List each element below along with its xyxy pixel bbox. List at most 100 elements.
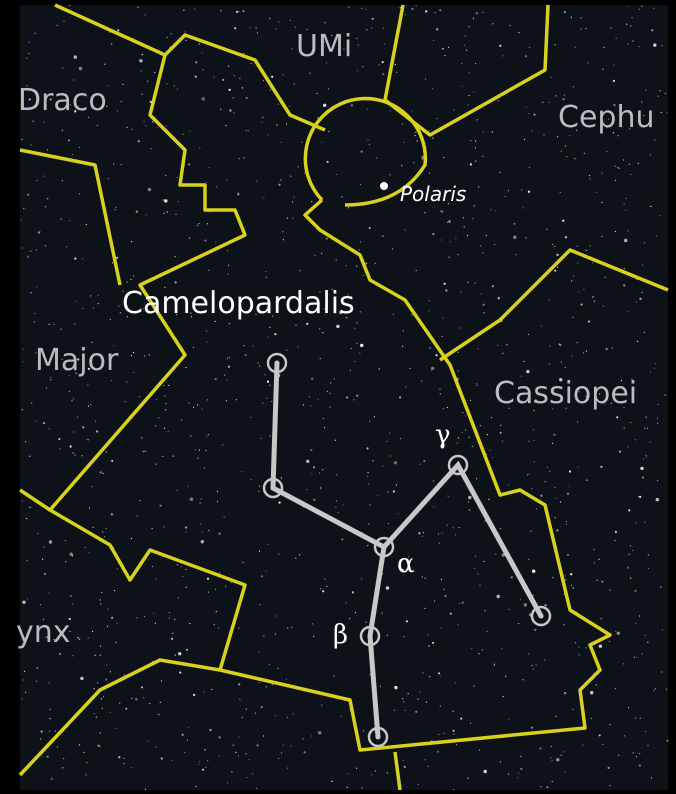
- background-star: [422, 576, 423, 577]
- background-star: [630, 422, 631, 423]
- background-star: [250, 27, 251, 28]
- background-star: [423, 532, 424, 533]
- background-star: [230, 582, 231, 583]
- background-star: [516, 254, 517, 255]
- background-star: [658, 404, 659, 405]
- background-star: [408, 693, 409, 694]
- background-star: [616, 416, 618, 418]
- background-star: [617, 632, 620, 635]
- background-star: [542, 102, 543, 103]
- background-star: [229, 357, 230, 358]
- background-star: [246, 130, 247, 131]
- background-star: [574, 158, 575, 159]
- background-star: [178, 597, 179, 598]
- background-star: [332, 781, 333, 782]
- background-star: [526, 370, 529, 373]
- background-star: [655, 363, 656, 364]
- background-star: [456, 744, 457, 745]
- background-star: [630, 578, 631, 579]
- background-star: [479, 750, 480, 751]
- background-star: [184, 752, 185, 753]
- background-star: [271, 76, 273, 78]
- background-star: [475, 283, 476, 284]
- background-star: [177, 564, 178, 565]
- background-star: [26, 518, 27, 519]
- background-star: [565, 579, 566, 580]
- background-star: [111, 513, 113, 515]
- background-star: [509, 609, 510, 610]
- background-star: [429, 676, 430, 677]
- background-star: [483, 132, 484, 133]
- background-star: [635, 522, 636, 523]
- background-star: [599, 559, 600, 560]
- background-star: [259, 652, 260, 653]
- background-star: [600, 466, 602, 468]
- background-star: [481, 293, 482, 294]
- background-star: [433, 506, 434, 507]
- background-star: [438, 672, 440, 674]
- background-star: [469, 72, 470, 73]
- background-star: [644, 635, 645, 636]
- background-star: [647, 745, 648, 746]
- background-star: [75, 301, 76, 302]
- background-star: [567, 493, 569, 495]
- background-star: [255, 713, 256, 714]
- background-star: [380, 686, 381, 687]
- background-star: [188, 727, 189, 728]
- background-star: [143, 697, 144, 698]
- background-star: [390, 455, 391, 456]
- background-star: [259, 551, 260, 552]
- background-star: [169, 612, 170, 613]
- background-star: [141, 437, 142, 438]
- background-star: [362, 275, 363, 276]
- background-star: [93, 307, 94, 308]
- background-star: [656, 498, 659, 501]
- background-star: [644, 428, 645, 429]
- background-star: [167, 37, 168, 38]
- background-star: [403, 760, 404, 761]
- background-star: [396, 484, 397, 485]
- background-star: [531, 727, 533, 729]
- background-star: [556, 529, 558, 531]
- background-star: [227, 379, 228, 380]
- background-star: [49, 428, 50, 429]
- background-star: [331, 781, 332, 782]
- background-star: [260, 438, 261, 439]
- background-star: [423, 460, 425, 462]
- background-star: [361, 151, 363, 153]
- background-star: [528, 334, 529, 335]
- background-star: [499, 172, 500, 173]
- background-star: [528, 441, 529, 442]
- background-star: [278, 554, 279, 555]
- background-star: [661, 45, 662, 46]
- background-star: [27, 194, 29, 196]
- background-star: [565, 367, 566, 368]
- background-star: [536, 508, 537, 509]
- background-star: [353, 399, 354, 400]
- background-star: [637, 341, 638, 342]
- background-star: [115, 209, 116, 210]
- background-star: [522, 679, 523, 680]
- background-star: [497, 345, 498, 346]
- background-star: [505, 196, 506, 197]
- background-star: [92, 631, 93, 632]
- background-star: [549, 346, 550, 347]
- background-star: [145, 451, 146, 452]
- background-star: [182, 576, 183, 577]
- background-star: [492, 23, 493, 24]
- background-star: [389, 433, 390, 434]
- background-star: [390, 110, 391, 111]
- background-star: [202, 531, 203, 532]
- background-star: [231, 771, 232, 772]
- background-star: [88, 439, 89, 440]
- background-star: [23, 208, 24, 209]
- background-star: [476, 478, 477, 479]
- background-star: [206, 436, 207, 437]
- background-star: [118, 756, 120, 758]
- background-star: [65, 561, 66, 562]
- background-star: [601, 173, 602, 174]
- background-star: [211, 689, 212, 690]
- background-star: [454, 734, 455, 735]
- background-star: [484, 312, 485, 313]
- background-star: [227, 274, 228, 275]
